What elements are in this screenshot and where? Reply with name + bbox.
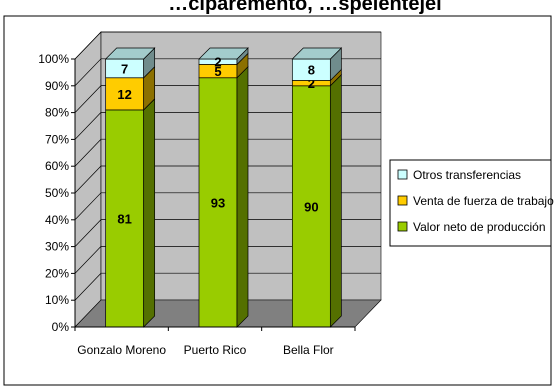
- y-tick-label: 40%: [45, 213, 69, 227]
- bar-side: [329, 73, 342, 328]
- bar-top: [291, 47, 343, 60]
- gridline: [74, 138, 381, 167]
- data-label: 81: [117, 211, 131, 226]
- y-tick-label: 30%: [45, 240, 69, 254]
- bar-segment: 90: [291, 73, 342, 328]
- y-tick-label: 100%: [38, 52, 69, 66]
- legend: Otros transferencias Venta de fuerza de t…: [389, 159, 554, 247]
- y-tick-label: 60%: [45, 159, 69, 173]
- legend-swatch: [397, 169, 408, 180]
- gridline: [74, 165, 381, 194]
- y-tick-label: 20%: [45, 266, 69, 280]
- data-label: 2: [308, 76, 315, 91]
- data-label: 7: [121, 61, 128, 76]
- y-tick-label: 80%: [45, 106, 69, 120]
- x-axis: Gonzalo Moreno Puerto Rico Bella Flor: [74, 326, 356, 357]
- data-label: 93: [211, 195, 225, 210]
- y-tick-label: 0%: [52, 320, 70, 334]
- data-label: 2: [214, 55, 221, 70]
- y-tick-label: 50%: [45, 186, 69, 200]
- data-label: 8: [308, 63, 315, 78]
- y-tick-label: 70%: [45, 132, 69, 146]
- x-category-label: Gonzalo Moreno: [77, 343, 166, 357]
- bar-segment: 12: [105, 65, 156, 111]
- chart-title: …ciparemento, …spelentejei: [168, 0, 441, 15]
- bar-side: [236, 65, 249, 328]
- gridline: [74, 58, 381, 87]
- bar-side: [143, 98, 156, 328]
- data-label: 90: [304, 199, 318, 214]
- legend-frame: [389, 159, 552, 247]
- bar-front: [198, 77, 238, 328]
- y-tick-label: 90%: [45, 79, 69, 93]
- x-category-label: Bella Flor: [283, 343, 334, 357]
- bar-top: [104, 47, 156, 60]
- legend-label: Venta de fuerza de trabajo: [413, 194, 554, 208]
- bar-segment: 8: [291, 47, 343, 82]
- legend-swatch: [397, 221, 408, 232]
- gridline: [74, 272, 381, 301]
- y-axis: 0% 10% 20% 30% 40% 50% 60% 70% 80% 90% 100%: [38, 52, 76, 334]
- gridline: [74, 112, 381, 140]
- gridline: [74, 31, 381, 60]
- y-tick-label: 10%: [45, 293, 69, 307]
- bar-segment: 93: [198, 65, 249, 328]
- gridline: [74, 85, 381, 113]
- legend-label: Valor neto de producción: [413, 220, 546, 234]
- gridline: [74, 219, 381, 247]
- legend-label: Otros transferencias: [413, 168, 521, 182]
- bar-segment: 2: [198, 47, 249, 70]
- bar-segment: 81: [105, 98, 156, 328]
- bar-segment: 7: [104, 47, 156, 79]
- gridline: [74, 246, 381, 274]
- legend-swatch: [397, 195, 408, 206]
- gridline: [74, 192, 381, 221]
- data-label: 12: [117, 87, 131, 102]
- data-label: 5: [214, 64, 221, 79]
- bar-top: [198, 47, 249, 60]
- bar-front: [105, 77, 145, 111]
- x-category-label: Puerto Rico: [184, 343, 247, 357]
